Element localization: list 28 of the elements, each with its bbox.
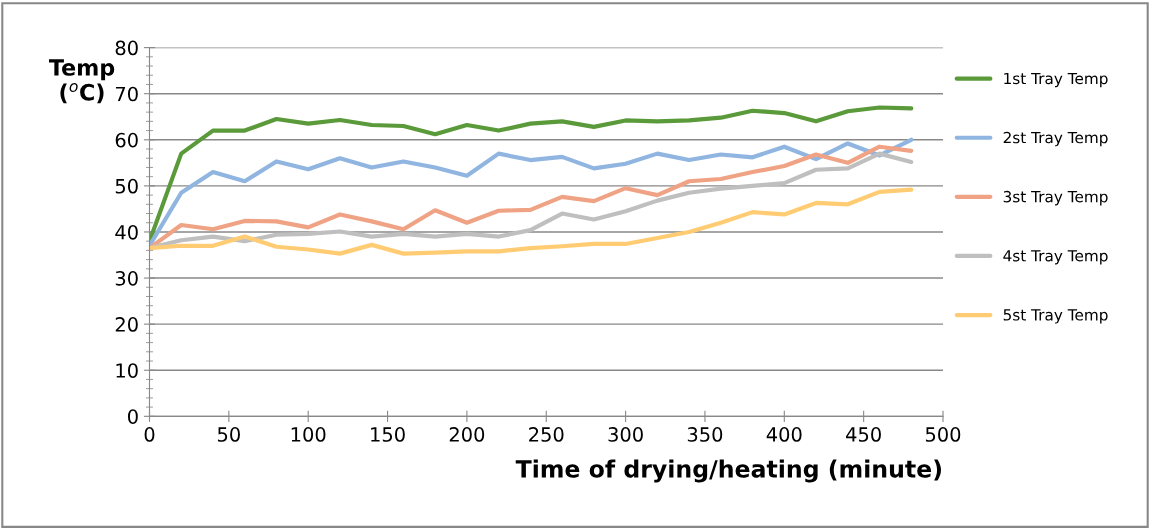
x-tick-label: 0 — [144, 427, 155, 442]
x-tick-label: 200 — [449, 427, 485, 442]
line-series — [149, 187, 914, 256]
y-tick-label: 80 — [115, 40, 138, 56]
y-tick-label: 50 — [115, 178, 138, 194]
legend-label: 4st Tray Temp — [1003, 250, 1108, 265]
y-tick-label: 70 — [115, 86, 138, 102]
x-tick-label: 150 — [371, 427, 405, 442]
y-tick-label: 60 — [115, 132, 138, 148]
x-tick-label: 400 — [766, 427, 802, 442]
x-tick-label: 450 — [846, 427, 881, 442]
y-tick-label: 0 — [127, 409, 138, 424]
x-tick-label: 350 — [687, 427, 723, 442]
x-axis-title: Time of drying/heating (minute) — [515, 459, 941, 483]
x-tick-label: 250 — [529, 427, 564, 442]
x-tick-label: 300 — [608, 427, 643, 442]
x-tick-label: 50 — [217, 427, 240, 442]
y-tick-label: 40 — [115, 224, 138, 240]
y-axis-title: Temp ($^{o}$C) — [48, 59, 115, 104]
x-tick-label: 500 — [925, 427, 961, 442]
y-tick-label: 20 — [115, 317, 138, 332]
legend-label: 5st Tray Temp — [1003, 309, 1108, 324]
legend-label: 3st Tray Temp — [1003, 190, 1108, 206]
x-tick-label: 100 — [291, 427, 326, 442]
y-tick-label: 30 — [115, 271, 138, 286]
y-tick-label: 10 — [116, 363, 138, 378]
legend-label: 1st Tray Temp — [1004, 72, 1108, 88]
legend-label: 2st Tray Temp — [1003, 131, 1108, 147]
